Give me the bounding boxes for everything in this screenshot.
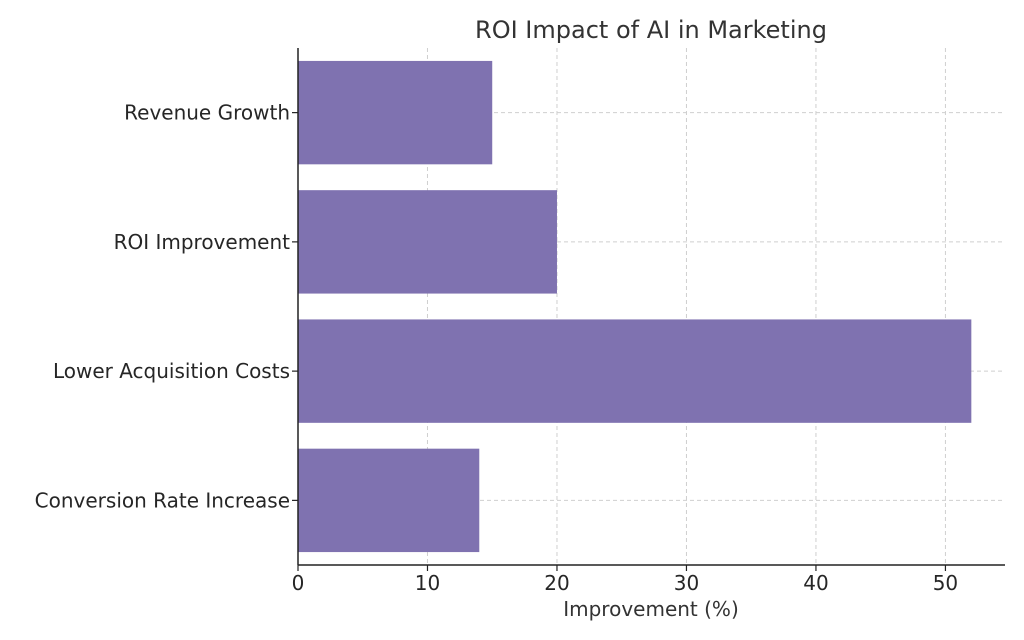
axes (297, 48, 1005, 566)
x-tick-label-3: 30 (674, 571, 699, 595)
chart-title: ROI Impact of AI in Marketing (475, 16, 827, 44)
x-tick-label-1: 10 (415, 571, 440, 595)
ticks: 0 10 20 30 40 50 (292, 112, 958, 595)
bar-2 (298, 319, 972, 423)
bar-1 (298, 190, 557, 294)
x-tick-label-2: 20 (544, 571, 569, 595)
bar-3 (298, 448, 480, 553)
x-axis-label: Improvement (%) (563, 597, 739, 621)
category-labels: Revenue Growth ROI Improvement Lower Acqui… (35, 101, 291, 513)
category-label-2: Lower Acquisition Costs (53, 359, 290, 383)
category-label-0: Revenue Growth (124, 101, 290, 125)
category-label-1: ROI Improvement (114, 230, 291, 254)
x-tick-label-5: 50 (933, 571, 958, 595)
x-tick-label-4: 40 (803, 571, 828, 595)
bars (298, 60, 972, 553)
x-tick-label-0: 0 (292, 571, 305, 595)
bar-0 (298, 60, 493, 165)
category-label-3: Conversion Rate Increase (35, 488, 290, 512)
